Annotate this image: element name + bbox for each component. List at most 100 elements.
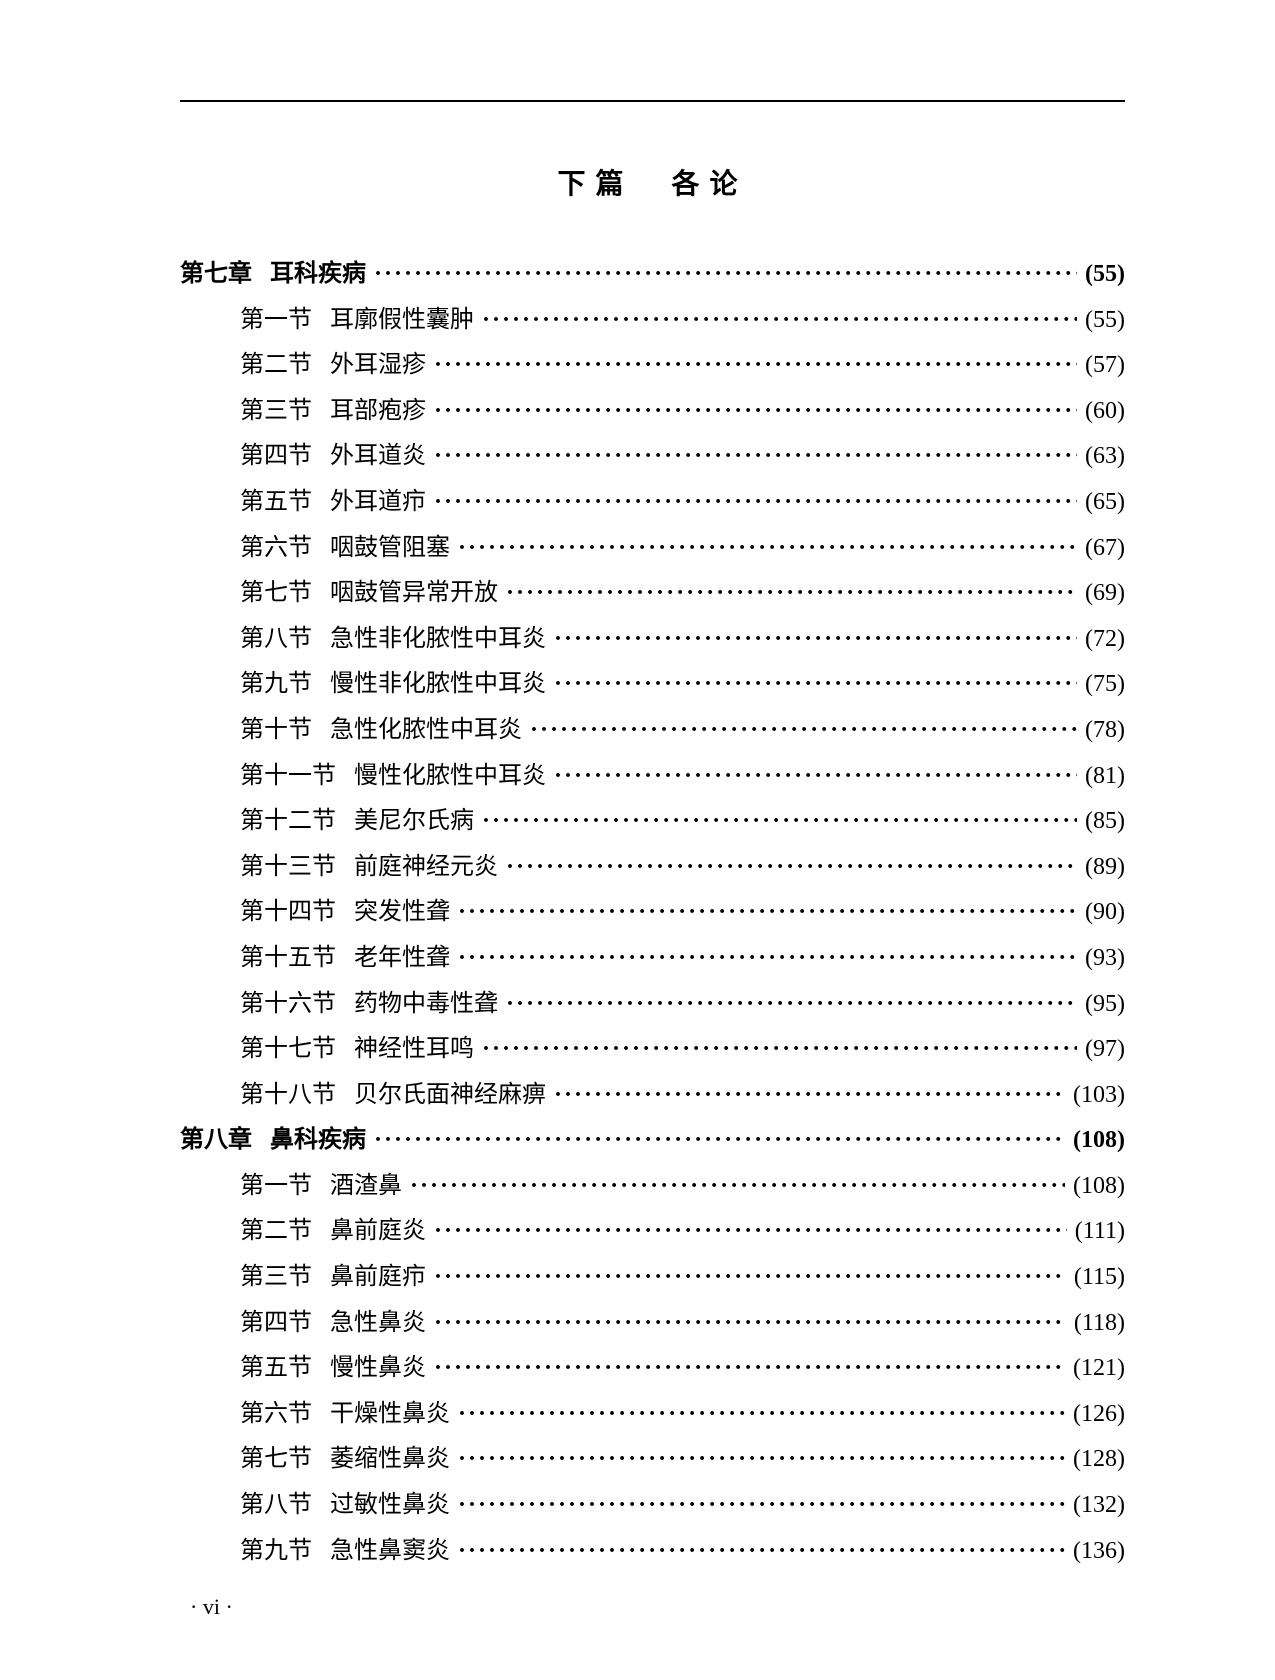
toc-label: 第八章 (180, 1118, 252, 1164)
toc-section: 第三节耳部疱疹 (60) (180, 389, 1125, 435)
toc-section: 第九节慢性非化脓性中耳炎(75) (180, 662, 1125, 708)
toc-page-number: (78) (1085, 708, 1125, 754)
toc-section: 第六节干燥性鼻炎(126) (180, 1392, 1125, 1438)
toc-title: 神经性耳鸣 (354, 1027, 474, 1073)
toc-leader (482, 799, 1077, 845)
toc-leader (554, 662, 1077, 708)
toc-section: 第十二节美尼尔氏病 (85) (180, 799, 1125, 845)
toc-page-number: (55) (1085, 252, 1125, 298)
toc-page-number: (85) (1085, 799, 1125, 845)
toc-leader (434, 1209, 1067, 1255)
top-rule (180, 100, 1125, 102)
toc-label: 第八节 (180, 617, 312, 663)
toc-label: 第十二节 (180, 799, 336, 845)
toc-section: 第五节慢性鼻炎(121) (180, 1346, 1125, 1392)
toc-title: 萎缩性鼻炎 (330, 1437, 450, 1483)
toc-page-number: (75) (1085, 662, 1125, 708)
toc-section: 第二节外耳湿疹(57) (180, 343, 1125, 389)
page-content: 下篇 各论 第七章耳科疾病(55)第一节耳廓假性囊肿(55)第二节外耳湿疹(57… (0, 0, 1275, 1680)
toc-title: 咽鼓管异常开放 (330, 571, 498, 617)
toc-section: 第七节萎缩性鼻炎 (128) (180, 1437, 1125, 1483)
toc-leader (458, 1529, 1065, 1575)
toc-leader (554, 754, 1077, 800)
toc-page-number: (111) (1075, 1209, 1125, 1255)
toc-label: 第二节 (180, 343, 312, 389)
toc-leader (458, 1437, 1065, 1483)
toc-label: 第十七节 (180, 1027, 336, 1073)
toc-leader (554, 617, 1077, 663)
toc-title: 急性非化脓性中耳炎 (330, 617, 546, 663)
toc-page-number: (108) (1073, 1164, 1125, 1210)
toc-section: 第十五节老年性聋(93) (180, 936, 1125, 982)
toc-page-number: (89) (1085, 845, 1125, 891)
toc-title: 耳部疱疹 (330, 389, 426, 435)
toc-page-number: (128) (1073, 1437, 1125, 1483)
toc-label: 第九节 (180, 1529, 312, 1575)
toc-label: 第十六节 (180, 982, 336, 1028)
toc-label: 第七节 (180, 571, 312, 617)
toc-page-number: (81) (1085, 754, 1125, 800)
toc-title: 鼻科疾病 (270, 1118, 366, 1164)
toc-chapter: 第八章鼻科疾病 (108) (180, 1118, 1125, 1164)
toc-page-number: (121) (1073, 1346, 1125, 1392)
toc-section: 第六节咽鼓管阻塞(67) (180, 526, 1125, 572)
toc-page-number: (55) (1085, 298, 1125, 344)
toc-section: 第十七节神经性耳鸣 (97) (180, 1027, 1125, 1073)
toc-leader (482, 298, 1077, 344)
toc-label: 第八节 (180, 1483, 312, 1529)
toc-title: 过敏性鼻炎 (330, 1483, 450, 1529)
toc-page-number: (132) (1073, 1483, 1125, 1529)
toc-section: 第八节急性非化脓性中耳炎 (72) (180, 617, 1125, 663)
toc-label: 第五节 (180, 480, 312, 526)
toc-page-number: (126) (1073, 1392, 1125, 1438)
toc-leader (458, 890, 1077, 936)
toc-page-number: (118) (1074, 1301, 1125, 1347)
toc-section: 第九节急性鼻窦炎(136) (180, 1529, 1125, 1575)
toc-page-number: (136) (1073, 1529, 1125, 1575)
toc-title: 耳廓假性囊肿 (330, 298, 474, 344)
toc-title: 耳科疾病 (270, 252, 366, 298)
toc-section: 第十三节前庭神经元炎(89) (180, 845, 1125, 891)
toc-label: 第十八节 (180, 1073, 336, 1119)
toc-page-number: (97) (1085, 1027, 1125, 1073)
toc-chapter: 第七章耳科疾病 (55) (180, 252, 1125, 298)
toc-page-number: (72) (1085, 617, 1125, 663)
toc-label: 第九节 (180, 662, 312, 708)
toc-label: 第四节 (180, 1301, 312, 1347)
toc-leader (434, 1301, 1066, 1347)
toc-section: 第三节鼻前庭疖(115) (180, 1255, 1125, 1301)
toc-leader (374, 1118, 1065, 1164)
toc-leader (410, 1164, 1065, 1210)
toc-title: 慢性化脓性中耳炎 (354, 754, 546, 800)
page-footer: · vi · (180, 1594, 1125, 1620)
toc-title: 急性鼻炎 (330, 1301, 426, 1347)
toc-page-number: (103) (1073, 1073, 1125, 1119)
toc-page-number: (95) (1085, 982, 1125, 1028)
toc-section: 第一节耳廓假性囊肿(55) (180, 298, 1125, 344)
toc-label: 第十节 (180, 708, 312, 754)
toc-label: 第十五节 (180, 936, 336, 982)
toc-page-number: (60) (1085, 389, 1125, 435)
toc-leader (506, 571, 1077, 617)
toc-leader (554, 1073, 1065, 1119)
toc-leader (458, 526, 1077, 572)
toc-section: 第十四节突发性聋(90) (180, 890, 1125, 936)
toc-label: 第三节 (180, 389, 312, 435)
toc-title: 突发性聋 (354, 890, 450, 936)
toc-page-number: (65) (1085, 480, 1125, 526)
toc-leader (458, 936, 1077, 982)
toc-label: 第七章 (180, 252, 252, 298)
toc-title: 外耳湿疹 (330, 343, 426, 389)
toc-section: 第四节急性鼻炎 (118) (180, 1301, 1125, 1347)
toc-page-number: (93) (1085, 936, 1125, 982)
toc-leader (530, 708, 1077, 754)
toc-title: 美尼尔氏病 (354, 799, 474, 845)
toc-label: 第七节 (180, 1437, 312, 1483)
toc-section: 第五节外耳道疖(65) (180, 480, 1125, 526)
toc-page-number: (108) (1073, 1118, 1125, 1164)
toc-section: 第一节酒渣鼻(108) (180, 1164, 1125, 1210)
toc-section: 第八节过敏性鼻炎 (132) (180, 1483, 1125, 1529)
toc-leader (374, 252, 1077, 298)
toc-title: 酒渣鼻 (330, 1164, 402, 1210)
toc-leader (434, 1255, 1066, 1301)
